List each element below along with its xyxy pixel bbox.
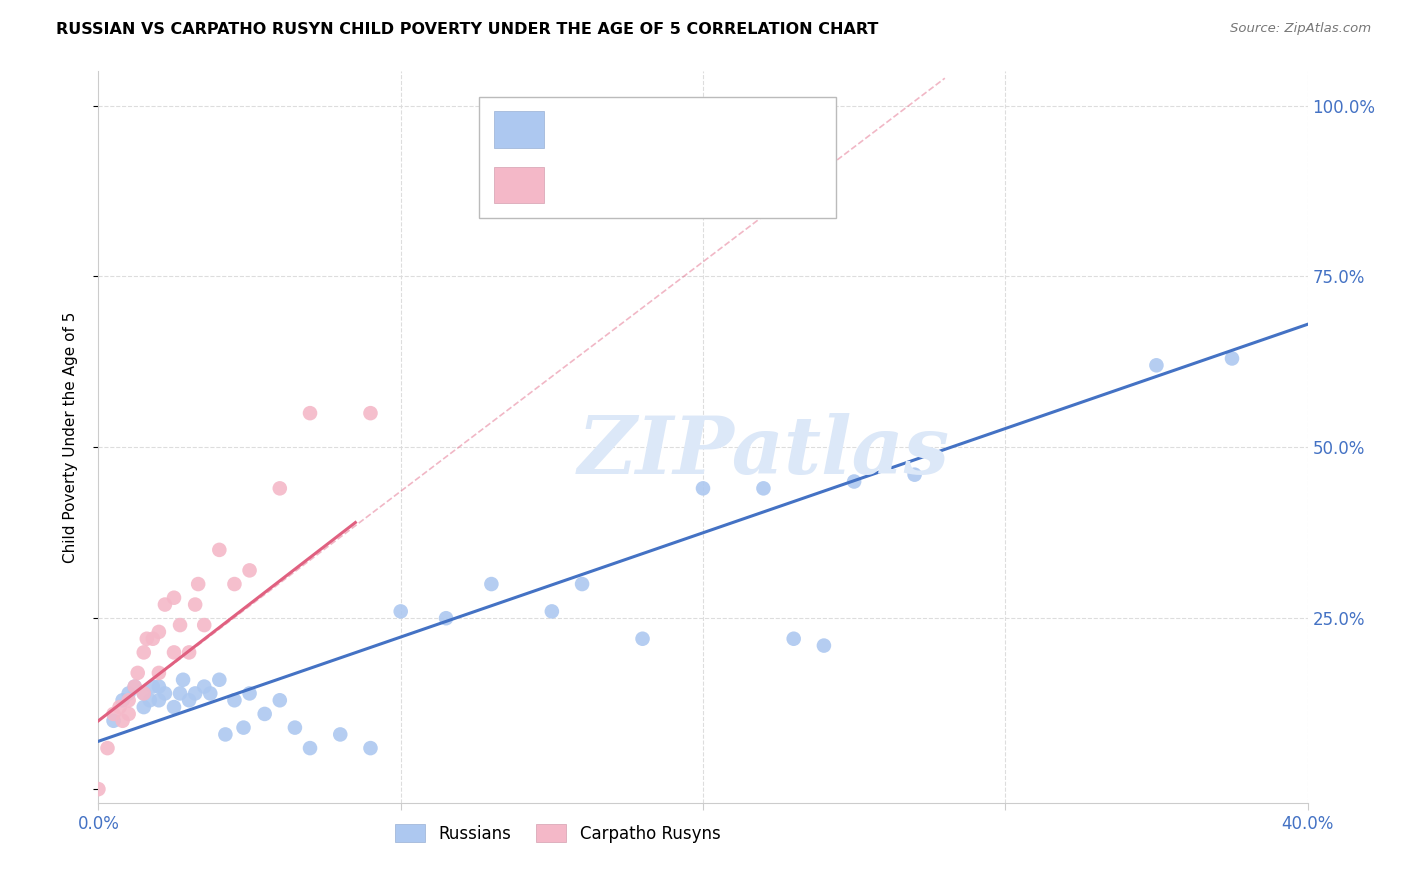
Point — [124, 680, 146, 694]
Point — [844, 475, 866, 489]
Point — [389, 604, 412, 618]
Point — [142, 632, 165, 646]
Point — [111, 714, 134, 728]
Point — [193, 680, 215, 694]
Text: Source: ZipAtlas.com: Source: ZipAtlas.com — [1230, 22, 1371, 36]
Point — [111, 693, 134, 707]
Point — [153, 686, 176, 700]
Point — [200, 686, 222, 700]
Point — [239, 686, 262, 700]
Point — [269, 481, 291, 495]
Point — [269, 693, 291, 707]
Point — [208, 542, 231, 557]
Point — [692, 481, 714, 495]
Point — [299, 741, 322, 756]
Point — [132, 700, 155, 714]
Point — [153, 598, 176, 612]
Point — [1220, 351, 1243, 366]
Point — [163, 700, 186, 714]
Point — [184, 598, 207, 612]
Point — [434, 611, 457, 625]
Point — [163, 591, 186, 605]
Point — [132, 686, 155, 700]
Point — [127, 665, 149, 680]
Point — [208, 673, 231, 687]
Y-axis label: Child Poverty Under the Age of 5: Child Poverty Under the Age of 5 — [63, 311, 77, 563]
Point — [299, 406, 322, 420]
Point — [135, 632, 157, 646]
Point — [904, 467, 927, 482]
Point — [187, 577, 209, 591]
Point — [148, 693, 170, 707]
Point — [124, 680, 146, 694]
Point — [360, 741, 382, 756]
Point — [103, 714, 125, 728]
Point — [169, 618, 191, 632]
Point — [108, 700, 131, 714]
Point — [224, 693, 246, 707]
Point — [239, 563, 262, 577]
Point — [631, 632, 654, 646]
Point — [96, 741, 118, 756]
Point — [540, 604, 562, 618]
Point — [142, 680, 165, 694]
Point — [148, 665, 170, 680]
Point — [148, 680, 170, 694]
Point — [163, 645, 186, 659]
Point — [214, 727, 236, 741]
Point — [1144, 359, 1167, 373]
Point — [571, 577, 593, 591]
Point — [118, 693, 141, 707]
Legend: Russians, Carpatho Rusyns: Russians, Carpatho Rusyns — [388, 817, 727, 849]
Point — [329, 727, 352, 741]
Point — [179, 693, 201, 707]
Point — [172, 673, 194, 687]
Text: ZIPatlas: ZIPatlas — [578, 413, 949, 491]
Point — [179, 645, 201, 659]
Point — [184, 686, 207, 700]
Point — [169, 686, 191, 700]
Point — [232, 721, 254, 735]
Point — [148, 624, 170, 639]
Point — [284, 721, 307, 735]
Point — [481, 577, 503, 591]
Point — [103, 706, 125, 721]
Point — [118, 706, 141, 721]
Point — [253, 706, 276, 721]
Point — [224, 577, 246, 591]
Point — [87, 782, 110, 797]
Point — [132, 645, 155, 659]
Point — [118, 686, 141, 700]
Point — [139, 693, 162, 707]
Point — [752, 481, 775, 495]
Point — [193, 618, 215, 632]
Point — [783, 632, 806, 646]
Point — [813, 639, 835, 653]
Point — [360, 406, 382, 420]
Text: RUSSIAN VS CARPATHO RUSYN CHILD POVERTY UNDER THE AGE OF 5 CORRELATION CHART: RUSSIAN VS CARPATHO RUSYN CHILD POVERTY … — [56, 22, 879, 37]
Point — [132, 686, 155, 700]
